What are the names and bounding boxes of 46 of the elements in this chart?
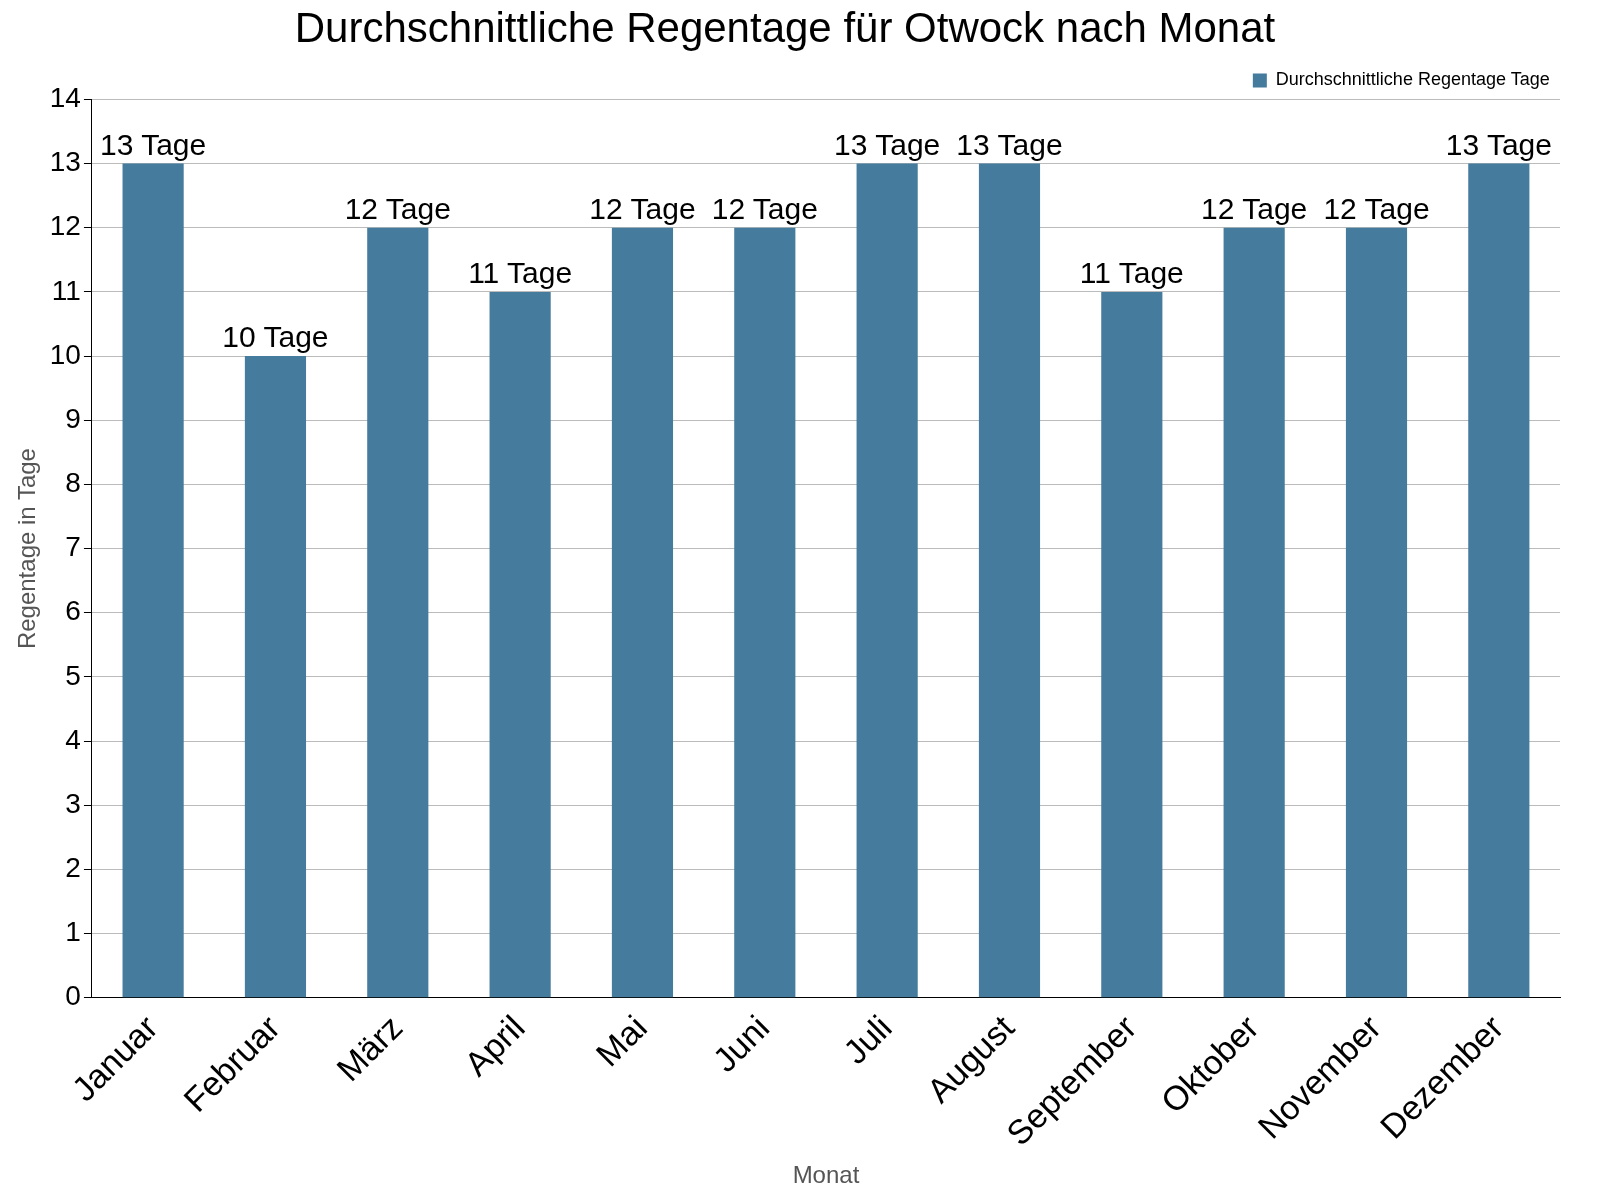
data-label: 13 Tage bbox=[1445, 127, 1552, 161]
data-label: 11 Tage bbox=[468, 256, 573, 290]
bar bbox=[122, 163, 184, 998]
y-tick-label: 8 bbox=[65, 467, 81, 499]
y-tick-label: 1 bbox=[65, 916, 81, 948]
data-label: 13 Tage bbox=[956, 127, 1063, 161]
y-tick-label: 13 bbox=[49, 146, 81, 178]
data-label: 11 Tage bbox=[1079, 256, 1184, 290]
x-tick-label: Mai bbox=[588, 1007, 655, 1074]
x-tick-label: Juli bbox=[835, 1007, 899, 1071]
bar bbox=[856, 163, 918, 998]
data-label: 12 Tage bbox=[711, 192, 818, 225]
data-label: 13 Tage bbox=[834, 127, 941, 161]
bar bbox=[244, 356, 307, 998]
y-tick-label: 2 bbox=[65, 852, 81, 884]
y-tick-label: 4 bbox=[65, 723, 81, 755]
bar bbox=[1468, 163, 1530, 998]
x-tick-label: Juni bbox=[705, 1007, 777, 1079]
y-axis-title: Regentage in Tage bbox=[13, 448, 41, 650]
data-label: 12 Tage bbox=[1323, 192, 1430, 225]
y-tick-label: 0 bbox=[65, 980, 81, 1012]
bar bbox=[734, 227, 796, 998]
bar bbox=[978, 163, 1041, 998]
data-label: 13 Tage bbox=[100, 127, 207, 161]
data-label: 10 Tage bbox=[222, 320, 329, 354]
bar bbox=[367, 227, 429, 998]
bar bbox=[1101, 291, 1163, 998]
chart-title: Durchschnittliche Regentage für Otwock nach Monat bbox=[294, 3, 1276, 51]
y-tick-label: 3 bbox=[65, 787, 81, 819]
bar bbox=[1345, 227, 1408, 998]
data-label: 12 Tage bbox=[344, 192, 451, 225]
bar bbox=[489, 291, 551, 998]
data-label: 12 Tage bbox=[589, 192, 696, 225]
y-tick-label: 9 bbox=[65, 402, 81, 434]
bar bbox=[611, 227, 674, 998]
legend-label: Durchschnittliche Regentage Tage bbox=[1275, 69, 1550, 90]
y-tick-label: 10 bbox=[49, 338, 81, 370]
bar bbox=[1223, 227, 1285, 998]
y-tick-label: 7 bbox=[65, 531, 81, 563]
y-tick-label: 6 bbox=[65, 595, 81, 627]
data-label: 12 Tage bbox=[1201, 192, 1308, 225]
y-tick-label: 11 bbox=[51, 274, 81, 306]
y-tick-label: 12 bbox=[49, 210, 81, 242]
y-tick-label: 5 bbox=[65, 659, 81, 691]
y-tick-label: 14 bbox=[49, 82, 81, 114]
x-axis-title: Monat bbox=[792, 1161, 860, 1189]
